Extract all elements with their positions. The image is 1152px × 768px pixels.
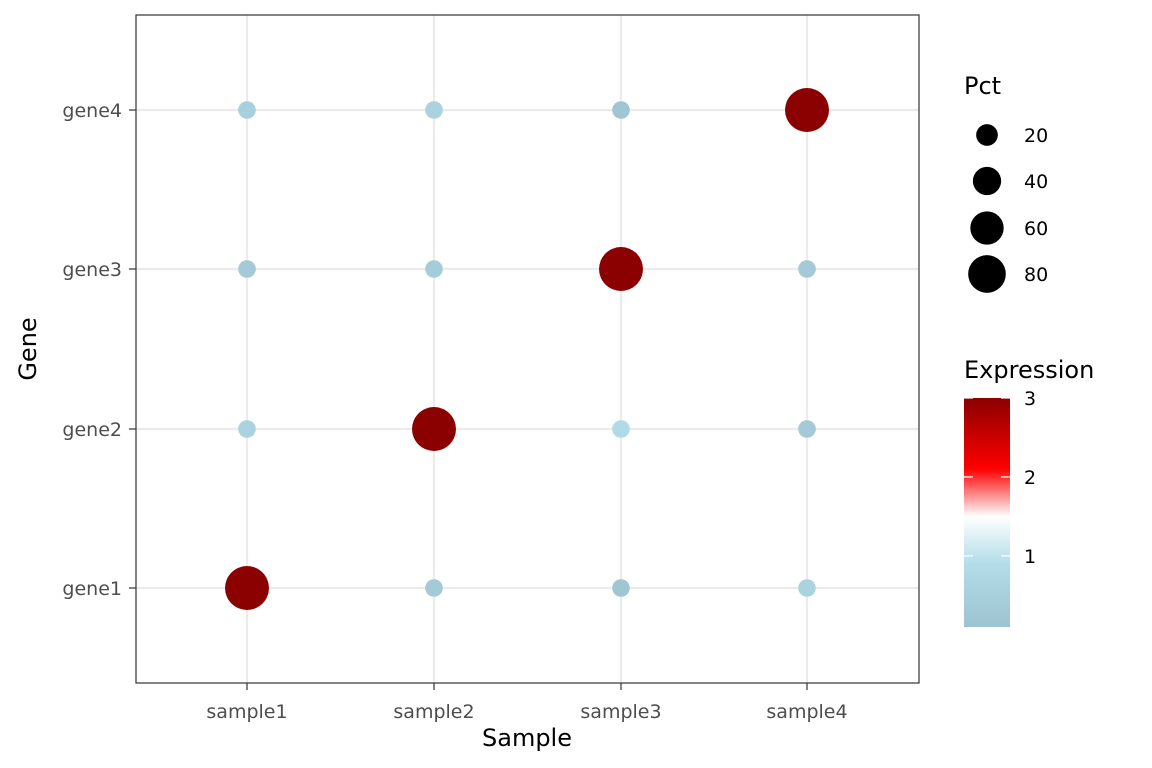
axes: sample1 sample2 sample3 sample4 gene1 gene2 ge… — [62, 100, 847, 723]
size-legend-key-80 — [968, 255, 1006, 293]
plot-border — [135, 14, 920, 684]
point-sample1-gene3 — [238, 260, 256, 278]
size-legend-key-60 — [970, 211, 1004, 245]
size-legend-title: Pct — [964, 72, 1001, 100]
size-legend-key-20 — [976, 124, 998, 146]
point-sample4-gene2 — [798, 420, 816, 438]
point-sample2-gene2 — [412, 407, 456, 451]
point-sample4-gene1 — [798, 579, 816, 597]
point-sample2-gene3 — [425, 260, 443, 278]
color-legend: Expression 1 2 3 — [964, 356, 1094, 627]
x-tick-label-sample1: sample1 — [206, 701, 287, 723]
color-legend-label-2: 2 — [1024, 467, 1036, 489]
color-bar — [964, 398, 1010, 627]
x-axis-title: Sample — [482, 724, 572, 752]
data-points — [225, 88, 829, 610]
size-legend-key-40 — [972, 166, 1002, 196]
x-tick-label-sample4: sample4 — [766, 701, 847, 723]
y-tick-label-gene3: gene3 — [62, 259, 122, 281]
x-tick-label-sample3: sample3 — [580, 701, 661, 723]
point-sample1-gene2 — [238, 420, 256, 438]
point-sample3-gene1 — [612, 579, 630, 597]
y-axis-title: Gene — [14, 317, 42, 380]
size-legend-label-20: 20 — [1024, 125, 1048, 147]
size-legend-label-60: 60 — [1024, 218, 1048, 240]
y-tick-label-gene1: gene1 — [62, 578, 122, 600]
size-legend: Pct 20 40 60 80 — [964, 72, 1048, 293]
point-sample2-gene4 — [425, 101, 443, 119]
y-tick-label-gene4: gene4 — [62, 100, 122, 122]
point-sample4-gene3 — [798, 260, 816, 278]
plot-panel — [136, 15, 919, 683]
point-sample3-gene3 — [599, 247, 643, 291]
point-sample1-gene1 — [225, 566, 269, 610]
point-sample4-gene4 — [785, 88, 829, 132]
point-sample3-gene2 — [612, 420, 630, 438]
color-legend-label-3: 3 — [1024, 388, 1036, 410]
x-tick-label-sample2: sample2 — [393, 701, 474, 723]
point-sample1-gene4 — [238, 101, 256, 119]
size-legend-label-40: 40 — [1024, 171, 1048, 193]
size-legend-label-80: 80 — [1024, 264, 1048, 286]
point-sample3-gene4 — [612, 101, 630, 119]
color-legend-title: Expression — [964, 356, 1094, 384]
point-sample2-gene1 — [425, 579, 443, 597]
color-legend-label-1: 1 — [1024, 546, 1036, 568]
y-tick-label-gene2: gene2 — [62, 419, 122, 441]
